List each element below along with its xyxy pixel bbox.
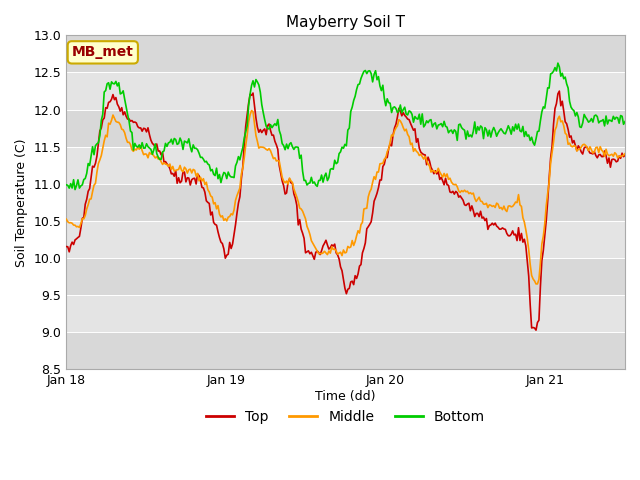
Bar (67, 109, 625, 146)
Y-axis label: Soil Temperature (C): Soil Temperature (C) (15, 138, 28, 266)
Bar (67, 72, 625, 109)
Legend: Top, Middle, Bottom: Top, Middle, Bottom (200, 404, 491, 429)
Bar (67, 332, 625, 369)
Bar (67, 221, 625, 258)
Bar (67, 36, 625, 72)
X-axis label: Time (dd): Time (dd) (316, 390, 376, 403)
Title: Mayberry Soil T: Mayberry Soil T (286, 15, 405, 30)
Text: MB_met: MB_met (72, 45, 134, 60)
Bar (67, 295, 625, 332)
Bar (67, 184, 625, 221)
Bar (67, 146, 625, 184)
Bar (67, 258, 625, 295)
